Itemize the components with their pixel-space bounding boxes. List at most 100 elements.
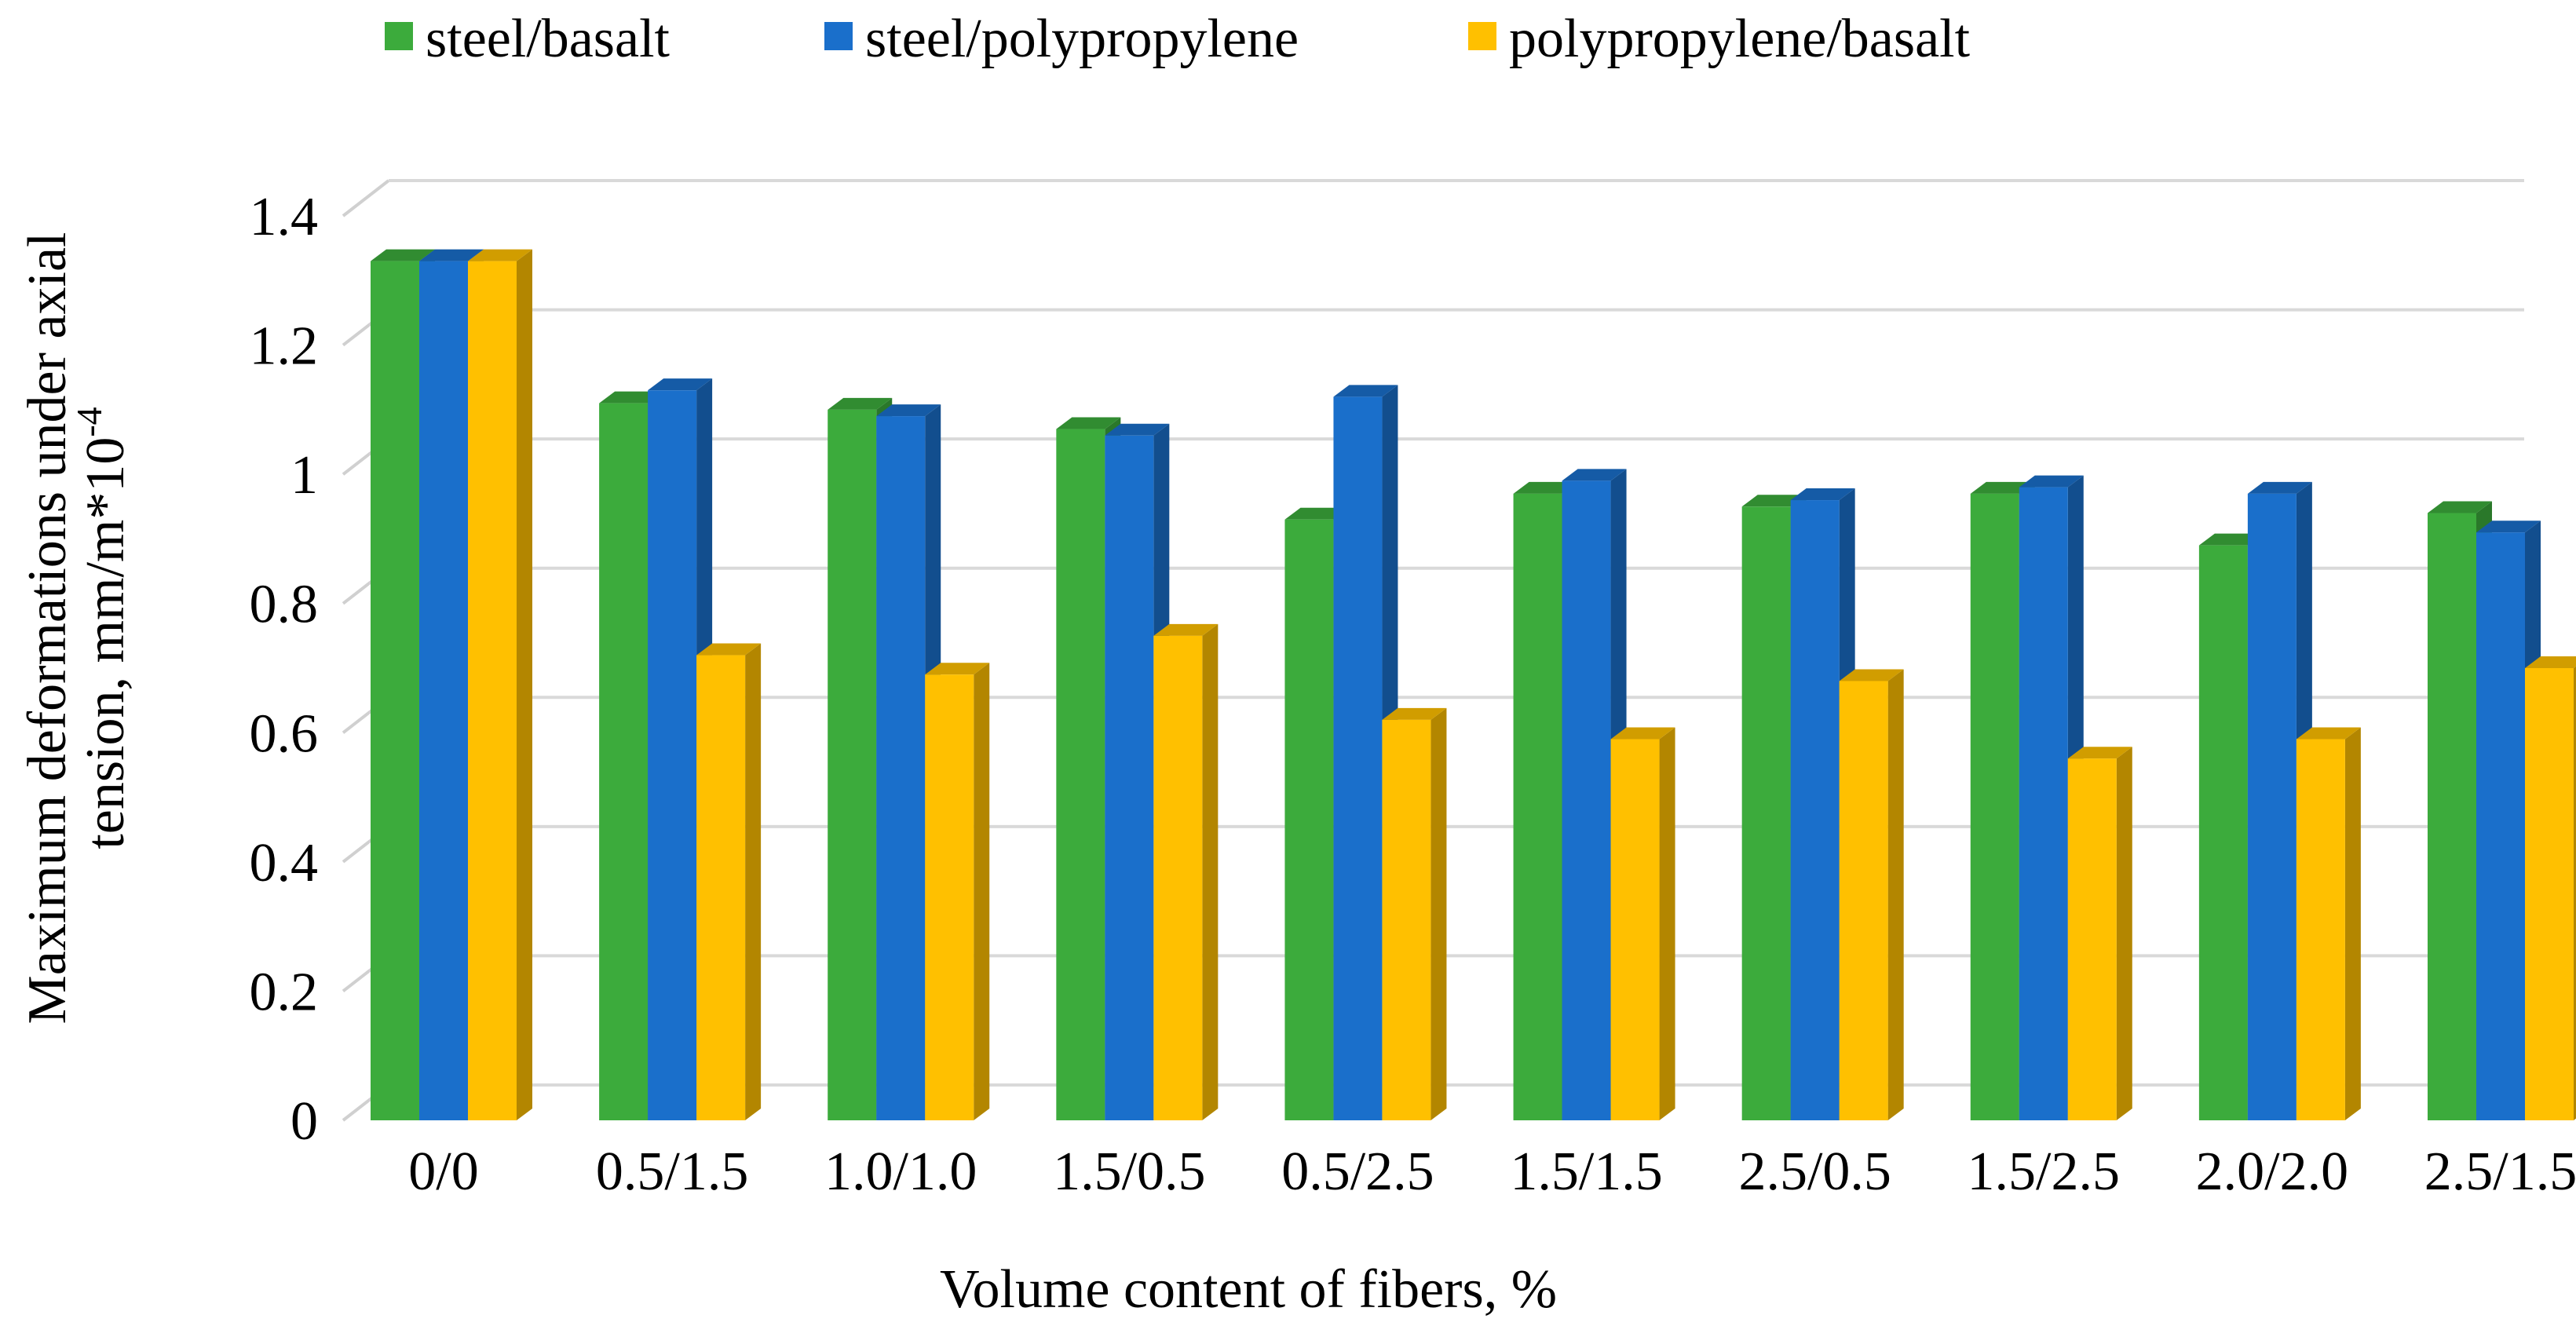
y-tick-label: 0 <box>290 1091 318 1152</box>
bar-front <box>2067 758 2117 1120</box>
bar <box>1839 669 1904 1120</box>
bar-side <box>517 249 532 1121</box>
bar <box>2019 475 2084 1120</box>
bar-front <box>1056 429 1105 1120</box>
bar <box>2296 727 2361 1120</box>
bar-front <box>468 261 517 1121</box>
x-tick-label: 2.5/1.5 <box>2424 1142 2576 1202</box>
bar-top <box>468 249 532 261</box>
bar-front <box>2296 739 2345 1120</box>
bar-front <box>1790 500 1840 1120</box>
y-axis-title-unit: tension, mm/m*10 <box>75 437 136 849</box>
bar-top <box>2019 475 2084 488</box>
bar-side <box>1659 727 1675 1120</box>
bar-top <box>2296 727 2361 740</box>
bar-top <box>371 249 435 261</box>
y-tick-label: 0.8 <box>250 575 319 635</box>
bar-top <box>1839 669 1904 681</box>
bar-top <box>2198 533 2264 546</box>
bar-side <box>1431 707 1447 1120</box>
bar-top <box>1741 495 1807 507</box>
x-tick-label: 1.0/1.0 <box>824 1142 977 1202</box>
bar-top <box>925 663 990 675</box>
y-tick-label: 0.4 <box>250 833 319 893</box>
bar <box>1153 623 1219 1120</box>
x-tick-label: 1.5/2.5 <box>1968 1142 2120 1202</box>
bar <box>468 249 532 1121</box>
gridline-diagonal <box>342 179 390 217</box>
x-axis: 0/0 0.5/1.5 1.0/1.0 1.5/0.5 0.5/2.5 1.5/1.5 2.… <box>408 1142 2576 1202</box>
y-axis-title-exponent: -4 <box>69 407 109 437</box>
x-tick-label: 2.5/0.5 <box>1738 1142 1891 1202</box>
bar-front <box>1839 681 1888 1120</box>
y-tick-label: 0.2 <box>250 962 319 1022</box>
bar-front <box>1105 435 1154 1120</box>
bar-top <box>696 643 762 656</box>
bar-front <box>696 655 746 1120</box>
bar-top <box>1153 623 1219 636</box>
bar-top <box>1610 727 1675 740</box>
y-tick-label: 0.6 <box>250 703 319 764</box>
bar-side <box>2116 747 2132 1120</box>
y-axis-title: Maximum deformations under axial tension… <box>17 232 136 1025</box>
bar-top <box>419 249 484 261</box>
bar <box>925 663 990 1120</box>
y-axis-title-line2: tension, mm/m*10-4 <box>69 407 136 849</box>
legend-item: steel/basalt <box>385 9 670 69</box>
bar-front <box>419 261 468 1121</box>
bar-top <box>1970 481 2035 494</box>
bar-top <box>2247 481 2312 494</box>
x-axis-title: Volume content of fibers, % <box>940 1259 1557 1320</box>
bar-side <box>2344 727 2361 1120</box>
bar-front <box>1153 635 1203 1120</box>
bar-side <box>974 663 990 1120</box>
bar-front <box>599 403 649 1120</box>
bar-top <box>2067 747 2132 759</box>
bar-top <box>1562 469 1627 481</box>
y-axis: 0 0.2 0.4 0.6 0.8 1 1.2 1.4 <box>250 187 319 1152</box>
bar-front <box>1513 493 1562 1120</box>
bar-side <box>745 643 762 1120</box>
bar-top <box>1284 507 1350 520</box>
bar <box>2067 747 2132 1120</box>
bar-front <box>2428 513 2476 1120</box>
bar-top <box>1105 423 1170 436</box>
legend-swatch <box>385 22 413 50</box>
bar-side <box>1887 669 1904 1120</box>
legend-label: steel/polypropylene <box>865 9 1299 69</box>
legend-swatch <box>1468 22 1496 50</box>
bar <box>696 643 762 1120</box>
bar-front <box>876 416 926 1120</box>
bar-front <box>1610 739 1660 1120</box>
bar-front <box>2247 493 2296 1120</box>
x-tick-label: 1.5/1.5 <box>1510 1142 1662 1202</box>
bar-top <box>2476 521 2541 533</box>
bar-top <box>2525 656 2576 668</box>
bar-top <box>876 404 941 417</box>
bar-front <box>925 674 974 1120</box>
x-tick-label: 0/0 <box>408 1142 478 1202</box>
legend-swatch <box>824 22 853 50</box>
bar <box>2525 656 2576 1120</box>
x-tick-label: 0.5/1.5 <box>596 1142 748 1202</box>
bar-front <box>828 409 877 1120</box>
bar-front <box>648 390 697 1121</box>
x-tick-label: 0.5/2.5 <box>1281 1142 1434 1202</box>
y-tick-label: 1 <box>290 445 318 506</box>
bar-front <box>1382 719 1431 1120</box>
bar-front <box>371 261 419 1121</box>
bar-top <box>599 391 664 404</box>
bar-top <box>2428 501 2492 513</box>
x-tick-label: 1.5/0.5 <box>1053 1142 1205 1202</box>
bar-front <box>2476 532 2525 1120</box>
bar-top <box>1056 417 1121 429</box>
bar-side <box>2574 666 2576 1120</box>
bar-front <box>1562 480 1611 1120</box>
bars <box>371 249 2576 1121</box>
bar-top <box>1382 707 1447 720</box>
legend: steel/basalt steel/polypropylene polypropy… <box>385 9 1971 69</box>
legend-label: steel/basalt <box>426 9 670 69</box>
bar-front <box>1741 506 1791 1120</box>
